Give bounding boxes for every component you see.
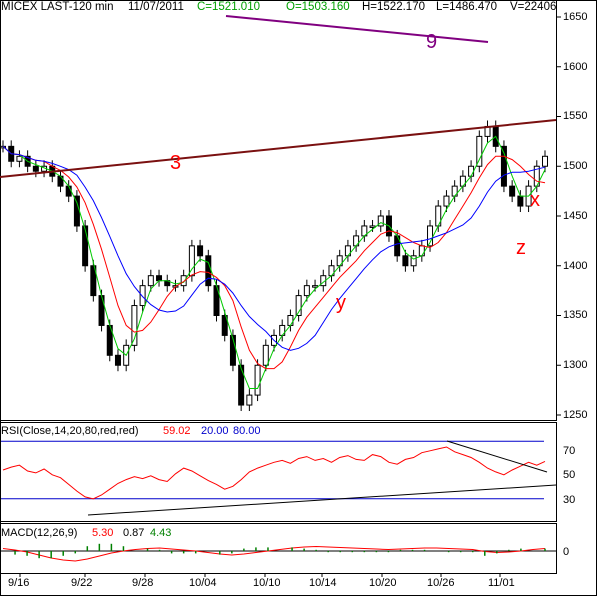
candle-body [443,195,450,207]
candle-body [517,195,524,207]
candle-body [90,265,97,297]
macd-panel-frame [0,523,557,574]
macd-value: 5.30 [92,527,114,539]
price-tick: 1250 [563,409,588,421]
candle-body [542,155,548,167]
candle-body [246,394,253,406]
date-tick: 10/20 [369,577,397,589]
ma-fast-line [2,135,546,389]
price-tick: 1300 [563,359,588,371]
candle-body [32,165,39,172]
candle-body [156,275,163,282]
date-tick: 9/22 [71,577,93,589]
rsi-lower-level: 20.00 [201,425,229,437]
candle-body [303,285,310,297]
wave-label-3: 3 [170,152,182,174]
date-tick: 9/28 [132,577,154,589]
candle-body [229,334,236,366]
candle-body [476,135,483,167]
ma-mid-line [2,145,546,370]
candle-body [254,364,261,396]
date-tick: 10/14 [309,577,337,589]
candle-body [114,354,121,366]
volume-value: V=22406 [510,1,557,13]
macd-tick: 0 [563,546,570,558]
price-tick: 1600 [563,61,588,73]
candle-body [205,255,212,287]
price-panel-frame [0,0,557,421]
date-tick: 11/01 [488,577,515,589]
wave-label-x: x [530,189,540,211]
rsi-title: RSI(Close,14,20,80,red,red) [1,425,139,437]
macd-line [2,545,546,562]
rsi-panel-frame [0,422,557,522]
price-tick: 1450 [563,210,588,222]
candle-body [312,285,319,288]
candle-body [402,255,409,267]
price-tick: 1500 [563,160,588,172]
ma-slow-line [2,145,546,351]
date-tick: 10/26 [427,577,455,589]
candle-body [295,295,302,317]
candle-body [377,215,384,227]
price-tick: 1350 [563,309,588,321]
macd-hist-value: 4.43 [150,527,172,539]
candle-body [147,275,154,287]
candle-body [221,315,228,336]
candle-body [418,245,425,257]
wave-label-y: y [336,292,346,314]
rsi-tick: 70 [563,445,576,457]
trendline-3 [0,119,557,178]
rsi-tick: 50 [563,469,576,481]
candle-body [468,165,475,177]
symbol-label: MICEX LAST-120 min [1,1,114,13]
candle-body [131,305,138,346]
candle-body [139,285,146,307]
candle-body [73,195,80,227]
close-value: C=1521.010 [197,1,260,13]
candle-body [238,364,245,406]
candle-body [197,245,204,257]
wave-label-z: z [516,237,526,259]
rsi-trendline-support [87,484,557,516]
candle-body [180,275,187,287]
trendline-9 [225,15,489,43]
candle-body [65,185,72,197]
macd-title: MACD(12,26,9) [1,527,78,539]
price-tick: 1650 [563,11,588,23]
candle-body [410,255,417,267]
candle-body [82,225,89,267]
price-tick: 1400 [563,260,588,272]
date-tick: 10/04 [189,577,217,589]
rsi-upper-level: 80.00 [233,425,261,437]
open-value: O=1503.160 [286,1,350,13]
candle-body [188,245,195,277]
candle-body [509,185,516,197]
candle-body [427,225,434,247]
wave-label-9: 9 [426,31,438,53]
macd-signal-value: 0.87 [123,527,145,539]
candle-body [287,315,294,326]
candle-body [98,295,105,326]
rsi-value: 59.02 [163,425,191,437]
high-value: H=1522.170 [362,1,425,13]
candle-body [16,155,23,162]
date-tick: 10/10 [253,577,281,589]
rsi-trendline-resistance [446,440,548,473]
rsi-line [2,446,546,500]
price-tick: 1550 [563,110,588,122]
candle-body [262,344,269,366]
candle-body [500,145,507,187]
rsi-tick: 30 [563,494,576,506]
low-value: L=1486.470 [436,1,498,13]
date-tick: 9/16 [8,577,30,589]
date-label: 11/07/2011 [128,1,184,13]
